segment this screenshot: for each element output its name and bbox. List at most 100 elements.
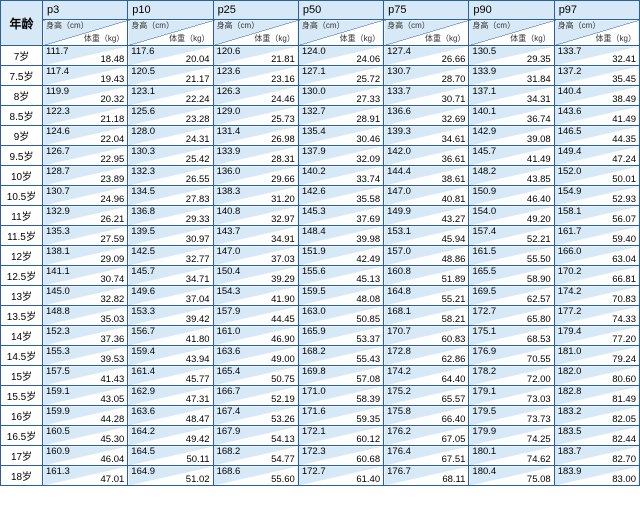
height-value: 144.4 — [387, 167, 411, 177]
height-value: 178.2 — [472, 367, 496, 377]
table-row: 13.5岁148.835.03153.339.42157.944.45163.0… — [1, 306, 640, 326]
data-cell: 152.337.36 — [43, 326, 128, 346]
height-value: 142.9 — [472, 127, 496, 137]
height-value: 168.2 — [217, 447, 241, 457]
weight-value: 54.13 — [271, 435, 295, 445]
weight-value: 55.50 — [527, 255, 551, 265]
weight-value: 40.81 — [442, 195, 466, 205]
weight-value: 44.35 — [612, 135, 636, 145]
data-cell: 181.079.24 — [554, 346, 639, 366]
data-cell: 176.267.05 — [384, 426, 469, 446]
weight-value: 26.55 — [186, 175, 210, 185]
weight-value: 65.57 — [442, 395, 466, 405]
height-value: 161.7 — [558, 227, 582, 237]
height-value: 169.8 — [302, 367, 326, 377]
height-value: 172.7 — [302, 467, 326, 477]
weight-value: 18.48 — [101, 55, 125, 65]
data-cell: 163.648.47 — [128, 406, 213, 426]
data-cell: 176.467.51 — [384, 446, 469, 466]
data-cell: 140.136.74 — [469, 106, 554, 126]
weight-value: 49.42 — [186, 435, 210, 445]
subheader-p25: 身高（cm）体重（kg） — [213, 20, 298, 46]
age-cell: 10.5岁 — [1, 186, 43, 206]
data-cell: 149.637.04 — [128, 286, 213, 306]
weight-value: 41.90 — [271, 295, 295, 305]
height-label: 身高（cm） — [302, 22, 345, 30]
height-value: 165.5 — [472, 267, 496, 277]
height-value: 152.0 — [558, 167, 582, 177]
height-value: 167.4 — [217, 407, 241, 417]
data-cell: 141.130.74 — [43, 266, 128, 286]
weight-label: 体重（kg） — [84, 35, 124, 43]
table-row: 9.5岁126.722.95130.325.42133.928.31137.93… — [1, 146, 640, 166]
height-value: 159.1 — [46, 387, 70, 397]
data-cell: 148.835.03 — [43, 306, 128, 326]
weight-value: 27.33 — [356, 95, 380, 105]
table-row: 14岁152.337.36156.741.80161.046.90165.953… — [1, 326, 640, 346]
data-cell: 166.752.19 — [213, 386, 298, 406]
height-value: 164.9 — [131, 467, 155, 477]
height-value: 138.3 — [217, 187, 241, 197]
data-cell: 166.063.04 — [554, 246, 639, 266]
data-cell: 138.331.20 — [213, 186, 298, 206]
percentile-header-p3: p3 — [43, 1, 128, 20]
data-cell: 126.324.46 — [213, 86, 298, 106]
data-cell: 122.321.18 — [43, 106, 128, 126]
height-value: 166.0 — [558, 247, 582, 257]
data-cell: 174.264.40 — [384, 366, 469, 386]
table-row: 10岁128.723.89132.326.55136.029.66140.233… — [1, 166, 640, 186]
height-value: 160.5 — [46, 427, 70, 437]
data-cell: 137.932.09 — [298, 146, 383, 166]
weight-value: 21.17 — [186, 75, 210, 85]
data-cell: 133.928.31 — [213, 146, 298, 166]
data-cell: 133.732.41 — [554, 46, 639, 66]
height-value: 174.2 — [387, 367, 411, 377]
height-value: 128.7 — [46, 167, 70, 177]
height-value: 140.4 — [558, 87, 582, 97]
height-value: 176.4 — [387, 447, 411, 457]
data-cell: 154.952.93 — [554, 186, 639, 206]
weight-value: 39.42 — [186, 315, 210, 325]
height-value: 163.0 — [302, 307, 326, 317]
height-value: 148.4 — [302, 227, 326, 237]
height-value: 152.3 — [46, 327, 70, 337]
data-cell: 171.058.39 — [298, 386, 383, 406]
weight-value: 26.98 — [271, 135, 295, 145]
data-cell: 145.734.71 — [128, 266, 213, 286]
data-cell: 163.649.00 — [213, 346, 298, 366]
height-value: 130.0 — [302, 87, 326, 97]
age-cell: 8岁 — [1, 86, 43, 106]
weight-value: 46.90 — [271, 335, 295, 345]
weight-value: 54.77 — [271, 455, 295, 465]
data-cell: 169.562.57 — [469, 286, 554, 306]
height-value: 167.9 — [217, 427, 241, 437]
weight-value: 47.24 — [612, 155, 636, 165]
height-value: 120.5 — [131, 67, 155, 77]
height-value: 111.7 — [46, 47, 68, 57]
data-cell: 160.545.30 — [43, 426, 128, 446]
height-value: 143.6 — [558, 107, 582, 117]
data-cell: 145.032.82 — [43, 286, 128, 306]
data-cell: 136.029.66 — [213, 166, 298, 186]
age-cell: 9岁 — [1, 126, 43, 146]
height-value: 133.9 — [472, 67, 496, 77]
data-cell: 129.025.73 — [213, 106, 298, 126]
data-cell: 161.555.50 — [469, 246, 554, 266]
percentile-header-p50: p50 — [298, 1, 383, 20]
height-value: 120.6 — [217, 47, 241, 57]
data-cell: 182.881.49 — [554, 386, 639, 406]
data-cell: 147.037.03 — [213, 246, 298, 266]
height-value: 137.1 — [472, 87, 496, 97]
weight-value: 20.32 — [101, 95, 125, 105]
weight-value: 39.08 — [527, 135, 551, 145]
weight-value: 30.74 — [101, 275, 125, 285]
data-cell: 160.851.89 — [384, 266, 469, 286]
height-value: 150.4 — [217, 267, 241, 277]
data-cell: 149.943.27 — [384, 206, 469, 226]
data-cell: 163.050.85 — [298, 306, 383, 326]
height-value: 181.0 — [558, 347, 582, 357]
weight-value: 55.60 — [271, 475, 295, 485]
height-label: 身高（cm） — [131, 22, 174, 30]
data-cell: 140.438.49 — [554, 86, 639, 106]
weight-value: 66.81 — [612, 275, 636, 285]
